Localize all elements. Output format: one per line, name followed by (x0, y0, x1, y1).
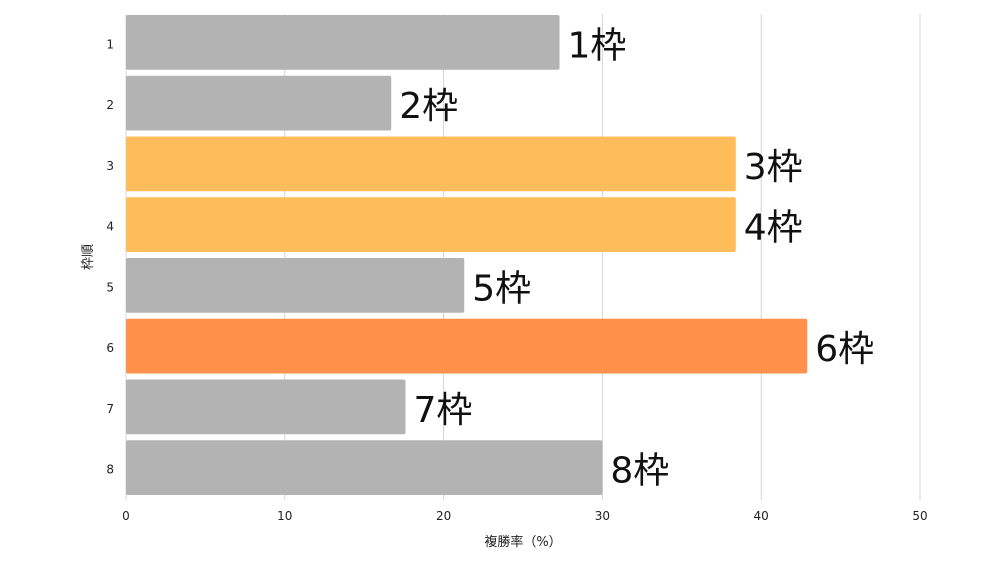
x-tick-label: 10 (277, 509, 292, 523)
x-tick-label: 30 (595, 509, 610, 523)
x-axis-title: 複勝率（%） (484, 534, 561, 550)
bar-7 (126, 379, 406, 435)
axis-layer: 複勝率（%） 枠順 0 10 20 30 40 50 1 2 3 4 5 6 7 8 (81, 37, 928, 550)
y-tick-label: 7 (106, 402, 114, 416)
y-tick-label: 3 (106, 159, 114, 173)
data-label: 6枠 (815, 329, 874, 370)
bar-layer (126, 15, 808, 495)
y-tick-label: 8 (106, 463, 114, 477)
y-axis-title: 枠順 (81, 244, 96, 270)
label-layer: 1枠 2枠 3枠 4枠 5枠 6枠 7枠 8枠 (399, 25, 874, 491)
bar-2 (126, 75, 392, 131)
y-tick-label: 2 (106, 98, 114, 112)
data-label: 3枠 (744, 147, 803, 188)
y-tick-label: 5 (106, 280, 114, 294)
bar-6 (126, 318, 808, 374)
y-tick-label: 6 (106, 341, 114, 355)
bar-4 (126, 197, 736, 252)
x-tick-label: 20 (436, 509, 451, 523)
data-label: 1枠 (568, 25, 627, 66)
x-tick-label: 0 (122, 509, 130, 523)
bar-3 (126, 136, 736, 192)
data-label: 7枠 (413, 390, 472, 431)
y-tick-label: 4 (106, 220, 114, 234)
data-label: 5枠 (472, 268, 531, 309)
y-tick-label: 1 (106, 37, 114, 51)
bar-8 (126, 440, 603, 495)
data-label: 4枠 (744, 208, 803, 249)
data-label: 2枠 (399, 86, 458, 127)
bar-5 (126, 258, 465, 313)
data-label: 8枠 (610, 451, 669, 492)
x-tick-label: 40 (754, 509, 769, 523)
x-tick-label: 50 (912, 509, 927, 523)
bar-1 (126, 15, 560, 70)
